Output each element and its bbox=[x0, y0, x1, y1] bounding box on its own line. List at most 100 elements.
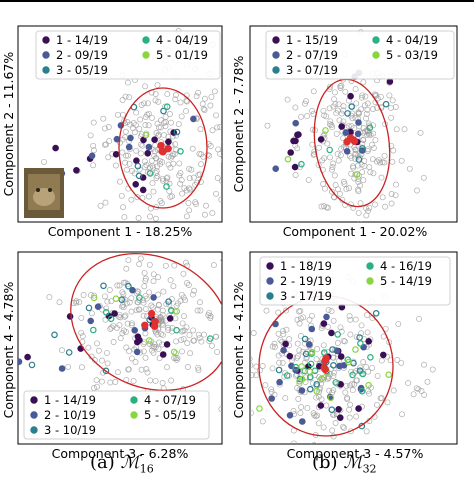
background-point bbox=[162, 119, 169, 126]
background-point bbox=[313, 394, 320, 401]
series-2-point bbox=[342, 129, 350, 137]
background-point bbox=[309, 380, 316, 387]
background-point bbox=[218, 406, 222, 412]
background-point bbox=[335, 186, 341, 193]
series-5-point bbox=[353, 171, 361, 178]
background-point bbox=[361, 102, 368, 109]
legend-marker-5 bbox=[142, 51, 150, 59]
series-4-point bbox=[298, 160, 305, 168]
background-point bbox=[147, 213, 153, 220]
background-point bbox=[343, 186, 350, 193]
background-point bbox=[363, 115, 370, 122]
frog-thumbnail-image bbox=[24, 168, 64, 218]
background-point bbox=[122, 128, 129, 135]
legend-label-2: 2 - 09/19 bbox=[56, 48, 108, 62]
caption-a: (a) ℳ16 bbox=[90, 452, 154, 476]
legend-label-5: 5 - 03/19 bbox=[386, 48, 438, 62]
background-point bbox=[334, 107, 341, 114]
background-point bbox=[168, 154, 174, 161]
background-point bbox=[206, 309, 213, 316]
series-1-point bbox=[338, 123, 346, 130]
series-1-point bbox=[337, 353, 345, 360]
background-point bbox=[129, 125, 136, 131]
background-point bbox=[155, 124, 162, 131]
background-point bbox=[297, 410, 304, 416]
background-point bbox=[388, 200, 395, 207]
background-point bbox=[128, 308, 135, 315]
background-point bbox=[353, 333, 360, 340]
legend-label-1: 1 - 14/19 bbox=[44, 393, 96, 407]
background-point bbox=[122, 93, 129, 100]
background-point bbox=[195, 367, 202, 374]
background-point bbox=[264, 122, 271, 129]
background-point bbox=[207, 143, 214, 149]
background-point bbox=[302, 359, 308, 366]
background-point bbox=[142, 277, 149, 284]
background-point bbox=[341, 424, 348, 431]
background-point bbox=[262, 382, 269, 389]
background-point bbox=[91, 292, 98, 299]
background-point bbox=[331, 172, 338, 179]
legend-marker-4 bbox=[366, 262, 374, 270]
background-point bbox=[302, 100, 308, 107]
background-point bbox=[357, 200, 364, 207]
series-3-point bbox=[275, 366, 283, 374]
background-point bbox=[133, 109, 140, 116]
series-1-point bbox=[347, 92, 354, 100]
background-point bbox=[360, 136, 367, 143]
background-point bbox=[336, 117, 343, 124]
series-4-point bbox=[307, 360, 315, 368]
background-point bbox=[340, 337, 347, 344]
series-5-point bbox=[298, 363, 305, 370]
background-point bbox=[159, 311, 166, 318]
background-point bbox=[169, 193, 175, 200]
background-point bbox=[393, 126, 400, 133]
legend-marker-4 bbox=[142, 36, 150, 44]
background-point bbox=[141, 100, 148, 107]
background-point bbox=[154, 82, 161, 89]
background-point bbox=[195, 331, 202, 338]
background-point bbox=[110, 339, 117, 345]
series-2-point bbox=[129, 286, 136, 294]
background-point bbox=[325, 204, 331, 211]
background-point bbox=[170, 283, 177, 290]
series-1-point bbox=[336, 414, 344, 422]
background-point bbox=[220, 257, 222, 263]
background-point bbox=[344, 396, 351, 403]
series-1-point bbox=[290, 137, 297, 145]
background-point bbox=[213, 190, 220, 197]
background-point bbox=[365, 368, 372, 375]
background-point bbox=[384, 399, 391, 406]
background-point bbox=[296, 308, 302, 315]
background-point bbox=[329, 164, 336, 170]
background-point bbox=[343, 382, 350, 389]
legend-marker-1 bbox=[42, 36, 50, 44]
background-point bbox=[296, 347, 303, 354]
background-point bbox=[392, 104, 399, 110]
background-point bbox=[398, 359, 405, 366]
scatter-panel-b-top: 1 - 15/192 - 07/193 - 07/19 4 - 04/195 - … bbox=[231, 25, 458, 239]
background-point bbox=[90, 147, 97, 154]
series-1-point bbox=[112, 151, 120, 158]
background-point bbox=[210, 262, 217, 269]
background-point bbox=[137, 255, 144, 262]
background-point bbox=[366, 390, 373, 397]
legend-marker-2 bbox=[30, 411, 38, 419]
background-point bbox=[327, 154, 333, 161]
background-point bbox=[363, 212, 370, 219]
background-point bbox=[119, 149, 126, 156]
background-point bbox=[190, 174, 197, 181]
series-3-point bbox=[233, 209, 238, 214]
legend-label-1: 1 - 14/19 bbox=[56, 33, 108, 47]
series-2-point bbox=[354, 130, 362, 138]
background-point bbox=[269, 343, 276, 350]
background-point bbox=[331, 96, 337, 103]
background-point bbox=[142, 330, 149, 337]
background-point bbox=[100, 244, 105, 249]
background-point bbox=[209, 127, 216, 134]
background-point bbox=[201, 95, 208, 102]
background-point bbox=[214, 124, 221, 131]
caption-a-tag: (a) bbox=[90, 452, 115, 473]
series-2-point bbox=[355, 119, 362, 126]
background-point bbox=[338, 82, 345, 89]
